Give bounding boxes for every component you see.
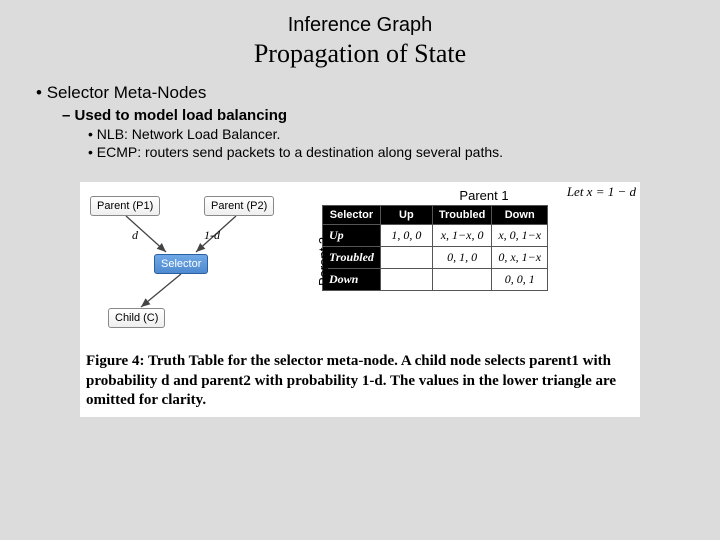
th-down: Down [492, 206, 548, 225]
cell-up-troubled: x, 1−x, 0 [432, 225, 491, 247]
node-child: Child (C) [108, 308, 165, 328]
node-parent2: Parent (P2) [204, 196, 274, 216]
cell-troubled-up [380, 247, 432, 269]
selector-diagram: Parent (P1) Parent (P2) d 1-d Selector C… [86, 192, 286, 342]
cell-up-up: 1, 0, 0 [380, 225, 432, 247]
cell-troubled-down: 0, x, 1−x [492, 247, 548, 269]
bullet-list: Selector Meta-Nodes Used to model load b… [36, 83, 690, 160]
figure: Parent (P1) Parent (P2) d 1-d Selector C… [80, 182, 640, 417]
figure-caption-text: Figure 4: Truth Table for the selector m… [86, 353, 616, 408]
bullet-l3a: NLB: Network Load Balancer. [88, 126, 690, 142]
cell-up-down: x, 0, 1−x [492, 225, 548, 247]
axis-label-parent2: Parent 2 [316, 237, 331, 286]
bullet-l3b: ECMP: routers send packets to a destinat… [88, 144, 690, 160]
bullet-l2-text: Used to model load balancing [75, 107, 288, 124]
edge-label-d: d [132, 228, 138, 243]
slide-title: Propagation of State [30, 39, 690, 69]
cell-down-up [380, 269, 432, 291]
cell-troubled-troubled: 0, 1, 0 [432, 247, 491, 269]
row-troubled-head: Troubled [323, 247, 381, 269]
node-parent1: Parent (P1) [90, 196, 160, 216]
th-up: Up [380, 206, 432, 225]
bullet-l2: Used to model load balancing NLB: Networ… [62, 107, 690, 160]
cell-down-down: 0, 0, 1 [492, 269, 548, 291]
let-expression: Let x = 1 − d [567, 184, 636, 200]
cell-down-troubled [432, 269, 491, 291]
slide-supertitle: Inference Graph [30, 14, 690, 37]
node-selector: Selector [154, 254, 208, 274]
figure-caption: Figure 4: Truth Table for the selector m… [86, 352, 634, 411]
th-selector: Selector [323, 206, 381, 225]
truth-table-wrap: Let x = 1 − d Parent 1 Parent 2 Selector… [304, 186, 634, 291]
th-troubled: Troubled [432, 206, 491, 225]
truth-table: Selector Up Troubled Down Up 1, 0, 0 x, … [322, 205, 548, 291]
bullet-l1: Selector Meta-Nodes Used to model load b… [36, 83, 690, 160]
edge-label-1d: 1-d [204, 228, 220, 243]
slide: Inference Graph Propagation of State Sel… [0, 0, 720, 540]
bullet-l1-text: Selector Meta-Nodes [47, 83, 207, 102]
row-up-head: Up [323, 225, 381, 247]
row-down-head: Down [323, 269, 381, 291]
